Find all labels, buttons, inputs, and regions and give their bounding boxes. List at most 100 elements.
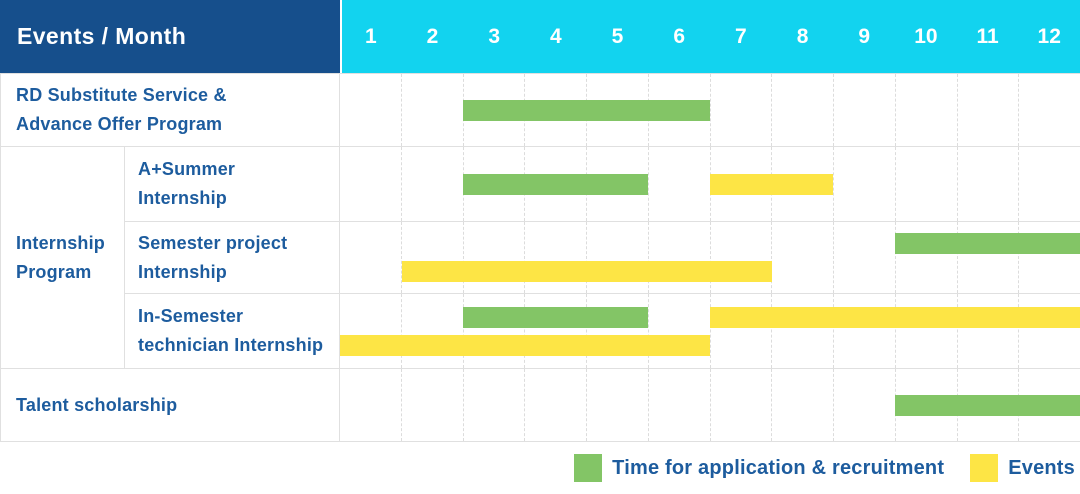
month-label: 1 — [364, 24, 377, 48]
month-gridline-column — [709, 74, 772, 146]
month-gridline-column — [586, 222, 648, 293]
bar-lane — [340, 99, 1080, 121]
chart-row-talent-scholarship — [340, 368, 1080, 442]
month-label: 12 — [1037, 24, 1061, 48]
month-gridline-column — [586, 294, 648, 368]
label-line: Semester project — [138, 232, 288, 253]
row-label-in-semester-technician-internship: In-Semester technician Internship — [125, 293, 340, 368]
bar-lanes — [340, 222, 1080, 293]
month-gridline-column — [894, 294, 957, 368]
label-line: A+Summer — [138, 159, 236, 179]
events-bar — [710, 173, 834, 195]
month-gridline-column — [956, 222, 1019, 293]
month-gridline-column — [524, 294, 586, 368]
legend-label-application: Time for application & recruitment — [612, 456, 945, 479]
month-gridline-column — [462, 222, 525, 293]
label-line: Internship — [138, 261, 228, 282]
month-gridline-column — [956, 147, 1019, 221]
month-gridline-column — [462, 369, 525, 441]
application-bar — [463, 99, 710, 121]
month-gridline-column — [771, 294, 833, 368]
month-label: 3 — [488, 24, 501, 48]
row-label-rd-substitute-service: RD Substitute Service & Advance Offer Pro… — [0, 73, 340, 146]
application-bar — [463, 173, 649, 195]
month-gridline-column — [400, 222, 463, 293]
bar-lanes — [340, 147, 1080, 221]
bar-lanes — [340, 74, 1080, 146]
month-gridline-column — [400, 294, 463, 368]
month-label: 6 — [673, 24, 686, 48]
month-gridline-column — [894, 147, 957, 221]
row-label-semester-project-internship: Semester project Internship — [125, 221, 340, 293]
month-label: 7 — [735, 24, 747, 48]
month-gridline-column — [833, 222, 895, 293]
group-label-internship-program: Internship Program — [0, 146, 125, 368]
month-gridline-column — [524, 222, 586, 293]
chart-row-in-semester-technician-internship — [340, 293, 1080, 368]
application-swatch — [574, 454, 603, 482]
bar-lane — [340, 306, 1080, 328]
label-line: Internship — [16, 232, 106, 253]
bar-lanes — [340, 369, 1080, 441]
legend: Time for application & recruitment Event… — [0, 442, 1080, 494]
bar-lane — [340, 173, 1080, 195]
legend-item-application: Time for application & recruitment — [574, 454, 944, 482]
application-bar — [895, 233, 1080, 254]
month-gridline-column — [956, 294, 1019, 368]
month-label: 11 — [976, 24, 999, 48]
month-gridline-column — [771, 222, 833, 293]
events-bar — [340, 334, 710, 356]
month-gridline-column — [956, 74, 1019, 146]
month-gridline-column — [462, 74, 525, 146]
label-line: In-Semester — [138, 306, 244, 326]
month-gridline-column — [894, 222, 957, 293]
month-gridline-column — [1018, 74, 1080, 146]
label-line: Program — [16, 261, 92, 282]
month-label: 5 — [611, 24, 624, 48]
month-label: 4 — [550, 24, 562, 48]
month-gridline-column — [400, 147, 463, 221]
month-label: 8 — [796, 24, 809, 48]
month-gridline-column — [400, 369, 463, 441]
month-gridline-column — [709, 147, 772, 221]
month-gridline-column — [1018, 147, 1080, 221]
month-gridline-column — [709, 222, 772, 293]
month-gridline-column — [833, 294, 895, 368]
month-gridline-column — [833, 147, 895, 221]
events-bar — [401, 261, 772, 282]
month-label: 2 — [426, 24, 439, 48]
label-line: Advance Offer Program — [16, 114, 223, 134]
month-gridline-column — [647, 369, 710, 441]
chart-row-a-summer-internship — [340, 146, 1080, 221]
month-gridlines — [340, 222, 1080, 293]
month-gridline-column — [771, 369, 833, 441]
bar-lane — [340, 334, 1080, 356]
month-label: 10 — [914, 24, 938, 48]
month-gridline-column — [647, 294, 710, 368]
application-bar — [463, 306, 649, 328]
bar-lane — [340, 233, 1080, 254]
month-gridline-column — [709, 369, 772, 441]
month-gridline-column — [833, 369, 895, 441]
month-gridline-column — [771, 74, 833, 146]
month-gridline-column — [462, 147, 525, 221]
month-header-row: 1 2 3 4 5 6 7 8 9 10 11 12 — [340, 0, 1080, 73]
month-gridline-column — [894, 74, 957, 146]
month-gridline-column — [524, 369, 586, 441]
label-line: RD Substitute Service & — [16, 85, 227, 105]
events-month-header: Events / Month — [0, 0, 340, 73]
month-gridline-column — [1018, 222, 1080, 293]
events-bar — [710, 306, 1080, 328]
application-bar — [895, 394, 1080, 416]
month-label: 9 — [858, 24, 871, 48]
schedule-table: Events / Month 1 2 3 4 5 6 7 8 9 10 11 12 RD Substi… — [0, 0, 1080, 442]
month-gridlines — [340, 294, 1080, 368]
month-gridline-column — [647, 222, 710, 293]
bar-lane — [340, 394, 1080, 416]
row-label-a-summer-internship: A+Summer Internship — [125, 146, 340, 221]
events-swatch — [970, 454, 999, 482]
month-gridline-column — [1018, 294, 1080, 368]
header-title: Events / Month — [17, 23, 187, 49]
chart-row-semester-project-internship — [340, 221, 1080, 293]
